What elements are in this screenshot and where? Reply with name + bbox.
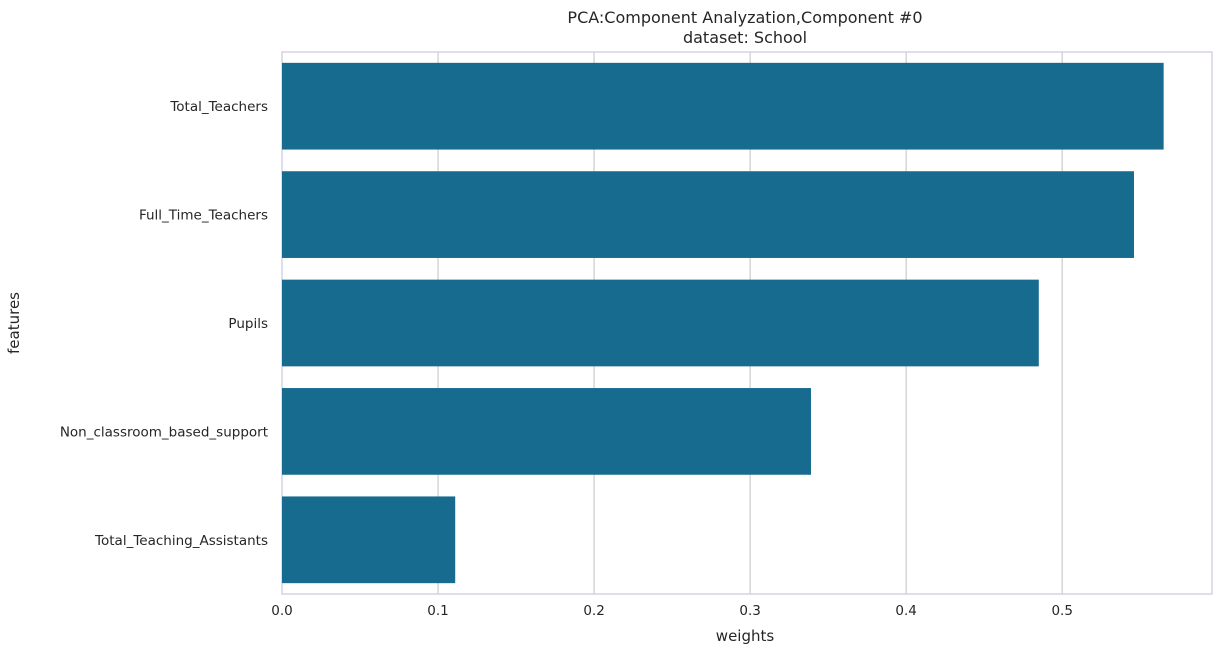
bar [282,62,1164,150]
y-axis-label: features [5,292,23,354]
x-axis-label: weights [716,627,775,645]
bar [282,388,811,475]
x-tick-label: 0.3 [739,603,760,619]
chart-subtitle: dataset: School [683,28,807,47]
x-tick-labels: 0.0 0.1 0.2 0.3 0.4 0.5 [271,603,1073,619]
x-tick-label: 0.5 [1051,603,1072,619]
bar [282,171,1134,258]
y-tick-label: Total_Teachers [169,99,268,115]
x-tick-label: 0.2 [583,603,604,619]
y-tick-labels: Total_Teachers Full_Time_Teachers Pupils No… [60,99,268,549]
y-tick-label: Pupils [228,316,268,332]
bars [282,62,1164,584]
x-tick-label: 0.0 [271,603,292,619]
y-tick-label: Full_Time_Teachers [139,208,268,224]
x-tick-label: 0.1 [427,603,448,619]
y-tick-label: Non_classroom_based_support [60,424,268,440]
chart-title: PCA:Component Analyzation,Component #0 [567,8,922,27]
x-tick-label: 0.4 [895,603,916,619]
y-tick-label: Total_Teaching_Assistants [94,533,268,549]
bar [282,279,1039,367]
bar [282,496,456,584]
